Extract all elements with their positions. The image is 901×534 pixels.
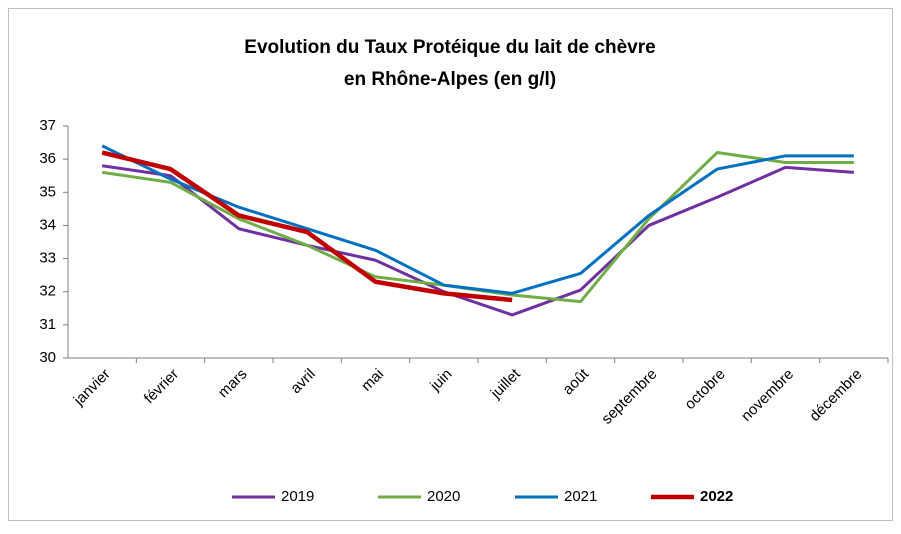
y-tick-label: 37	[39, 117, 56, 134]
legend-label: 2020	[427, 488, 460, 505]
line-series	[101, 164, 854, 317]
y-tick-label: 31	[39, 316, 56, 333]
y-tick-label: 34	[39, 216, 56, 233]
y-tick-label: 30	[39, 349, 56, 366]
legend-label: 2021	[564, 488, 597, 505]
legend-label: 2019	[281, 488, 314, 505]
chart-frame	[8, 8, 893, 521]
y-tick-label: 36	[39, 150, 56, 167]
line-series	[101, 150, 513, 303]
legend-label: 2022	[700, 488, 733, 505]
y-tick-label: 32	[39, 283, 56, 300]
chart-title: Evolution du Taux Protéique du lait de c…	[244, 37, 655, 58]
line-series	[101, 144, 854, 295]
y-tick-label: 33	[39, 250, 56, 267]
chart-title: en Rhône-Alpes (en g/l)	[344, 69, 556, 90]
y-tick-label: 35	[39, 183, 56, 200]
